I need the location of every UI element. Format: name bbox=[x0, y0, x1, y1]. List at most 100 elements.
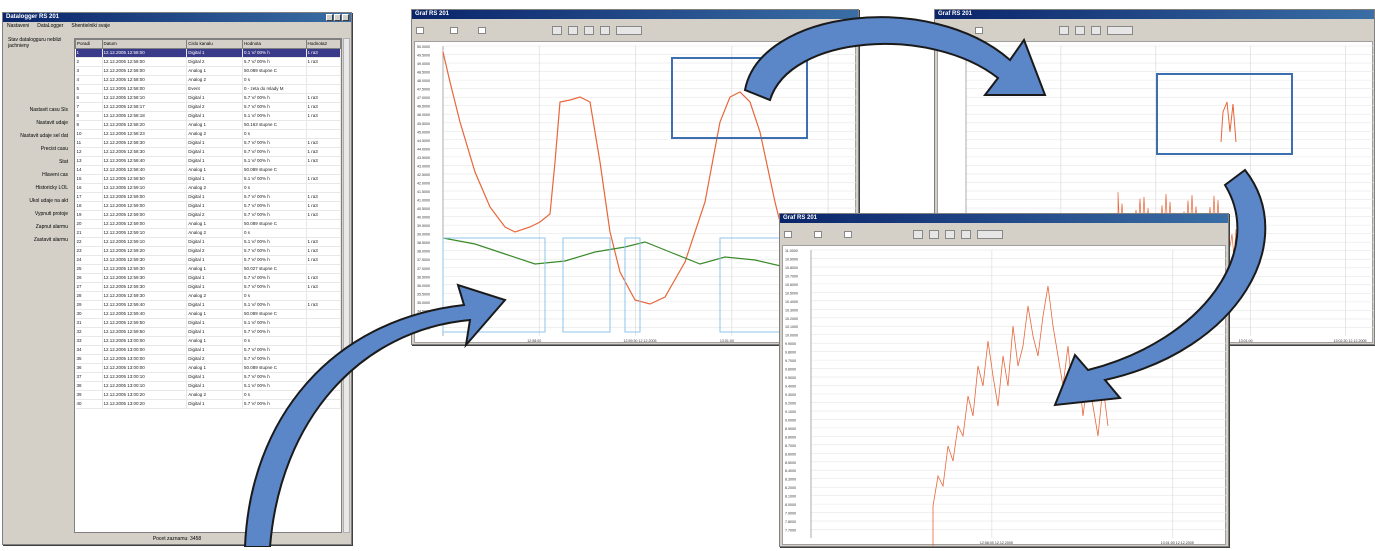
table-row[interactable]: 8 12.12.2005 12:58:18 Digital 1 5.1 V/ 00% … bbox=[75, 111, 341, 121]
table-scrollbar[interactable] bbox=[343, 38, 350, 533]
minimize-button[interactable] bbox=[326, 14, 333, 21]
sidebar-button[interactable]: Ukol udaje na akt bbox=[29, 198, 68, 204]
sidebar-button[interactable]: Zapnut alarmu bbox=[35, 224, 68, 230]
table-row[interactable]: 31 12.12.2005 12:59:50 Digital 1 5.1 V/ 00%… bbox=[75, 318, 341, 328]
zoom-out-button[interactable] bbox=[568, 25, 578, 35]
table-row[interactable]: 18 12.12.2005 12:59:00 Digital 1 5.7 V/ 00%… bbox=[75, 201, 341, 211]
maximize-button[interactable] bbox=[334, 14, 341, 21]
settings-button[interactable] bbox=[616, 25, 642, 35]
menu-item-shentielniki[interactable]: Shentielniki svaje bbox=[71, 23, 111, 29]
table-row[interactable]: 3 12.12.2005 12:58:00 Analog 1 50.089 stupn… bbox=[75, 66, 341, 76]
sidebar-button[interactable]: Nastavit casu Sls bbox=[29, 107, 68, 113]
column-header[interactable]: Datum bbox=[101, 39, 188, 49]
graph3-checkbox-2[interactable] bbox=[814, 230, 822, 238]
table-row[interactable]: 20 12.12.2005 12:59:00 Analog 1 50.089 stup… bbox=[75, 219, 341, 229]
sidebar-button[interactable]: Zastavit alarmu bbox=[33, 237, 68, 243]
legend-analog1-checkbox[interactable] bbox=[478, 26, 486, 34]
graph3-print-button[interactable] bbox=[961, 229, 971, 239]
table-row[interactable]: 37 12.12.2005 13:00:10 Digital 1 5.7 V/ 00%… bbox=[75, 372, 341, 382]
print-button[interactable] bbox=[600, 25, 610, 35]
table-row[interactable]: 22 12.12.2005 12:59:10 Digital 1 5.1 V/ 00%… bbox=[75, 237, 341, 247]
table-cell bbox=[306, 390, 341, 400]
table-row[interactable]: 5 12.12.2005 12:58:00 Event 0 - zeta do mla… bbox=[75, 84, 341, 94]
column-header[interactable]: Hodnota bbox=[241, 39, 307, 49]
column-header[interactable]: Hodnota2 bbox=[305, 39, 341, 49]
table-cell bbox=[306, 381, 341, 391]
table-row[interactable]: 36 12.12.2005 13:00:00 Analog 1 50.089 stup… bbox=[75, 363, 341, 373]
table-cell: Digital 1 bbox=[186, 111, 243, 121]
menu-item-nastaveni[interactable]: Nastaveni bbox=[7, 23, 30, 29]
table-cell: 12.12.2005 12:59:50 bbox=[102, 318, 188, 328]
graph2-zoom-out-button[interactable] bbox=[1075, 25, 1085, 35]
table-row[interactable]: 23 12.12.2005 12:59:20 Digital 2 5.7 V/ 00%… bbox=[75, 246, 341, 256]
column-header[interactable]: Poradi bbox=[75, 39, 103, 49]
y-tick-label: 46.5000 bbox=[417, 105, 430, 109]
sidebar-button[interactable]: Nastavit udaje bbox=[36, 120, 68, 126]
table-row[interactable]: 12 12.12.2005 12:58:30 Digital 1 5.7 V/ 00%… bbox=[75, 147, 341, 157]
table-row[interactable]: 27 12.12.2005 12:59:30 Digital 1 5.7 V/ 00%… bbox=[75, 282, 341, 292]
table-row[interactable]: 19 12.12.2005 12:59:00 Digital 2 5.7 V/ 00%… bbox=[75, 210, 341, 220]
graph3-checkbox-1[interactable] bbox=[784, 230, 792, 238]
sidebar-button[interactable]: Stat bbox=[59, 159, 68, 165]
graph2-checkbox-1[interactable] bbox=[945, 26, 953, 34]
table-row[interactable]: 17 12.12.2005 12:59:00 Digital 1 5.7 V/ 00%… bbox=[75, 192, 341, 202]
table-cell: 12.12.2005 12:59:30 bbox=[102, 291, 188, 301]
graph3-checkbox-3[interactable] bbox=[844, 230, 852, 238]
graph2-settings-button[interactable] bbox=[1107, 25, 1133, 35]
close-button[interactable] bbox=[342, 14, 349, 21]
table-row[interactable]: 32 12.12.2005 12:59:50 Digital 1 5.7 V/ 00%… bbox=[75, 327, 341, 337]
table-row[interactable]: 34 12.12.2005 13:00:00 Digital 1 5.7 V/ 00%… bbox=[75, 345, 341, 355]
table-row[interactable]: 25 12.12.2005 12:59:30 Analog 1 50.027 stup… bbox=[75, 264, 341, 274]
table-row[interactable]: 7 12.12.2005 12:58:17 Digital 2 5.7 V/ 00% … bbox=[75, 102, 341, 112]
table-row[interactable]: 15 12.12.2005 12:58:50 Digital 1 5.1 V/ 00%… bbox=[75, 174, 341, 184]
table-row[interactable]: 24 12.12.2005 12:59:30 Digital 1 5.7 V/ 00%… bbox=[75, 255, 341, 265]
table-cell: 5.7 V/ 00% h bbox=[242, 138, 307, 148]
column-header[interactable]: Cislo kanalu bbox=[186, 39, 243, 49]
graph2-zoom-in-button[interactable] bbox=[1059, 25, 1069, 35]
table-row[interactable]: 40 12.12.2005 13:00:20 Digital 1 5.7 V/ 00%… bbox=[75, 399, 341, 409]
y-tick-label: 44.0000 bbox=[417, 147, 430, 151]
sidebar-button[interactable]: Vypnuti protoje bbox=[34, 211, 68, 217]
legend-kanal2-checkbox[interactable] bbox=[450, 26, 458, 34]
table-row[interactable]: 13 12.12.2005 12:58:40 Digital 1 5.1 V/ 00%… bbox=[75, 156, 341, 166]
table-cell: 12.12.2005 13:00:00 bbox=[102, 363, 188, 373]
menu-item-datalogger[interactable]: DataLogger bbox=[37, 23, 64, 29]
table-row[interactable]: 11 12.12.2005 12:58:30 Digital 1 5.7 V/ 00%… bbox=[75, 138, 341, 148]
graph3-settings-button[interactable] bbox=[977, 229, 1003, 239]
table-row[interactable]: 38 12.12.2005 13:00:10 Digital 1 5.1 V/ 00%… bbox=[75, 381, 341, 391]
reset-button[interactable] bbox=[584, 25, 594, 35]
table-row[interactable]: 9 12.12.2005 12:58:20 Analog 1 50.163 stupn… bbox=[75, 120, 341, 130]
zoom-in-button[interactable] bbox=[552, 25, 562, 35]
table-row[interactable]: 2 12.12.2005 12:58:00 Digital 2 5.7 V/ 00% … bbox=[75, 57, 341, 67]
table-cell: Digital 1 bbox=[186, 93, 243, 103]
table-cell bbox=[306, 309, 341, 319]
table-row[interactable]: 35 12.12.2005 13:00:00 Digital 2 5.7 V/ 00%… bbox=[75, 354, 341, 364]
table-row[interactable]: 26 12.12.2005 12:59:30 Digital 1 5.7 V/ 00%… bbox=[75, 273, 341, 283]
graph3-zoom-out-button[interactable] bbox=[929, 229, 939, 239]
table-cell: 12.12.2005 13:00:10 bbox=[102, 381, 188, 391]
sidebar-button[interactable]: Precist casu bbox=[40, 146, 68, 152]
sidebar-button[interactable]: Hlaveni cas bbox=[42, 172, 68, 178]
table-row[interactable]: 6 12.12.2005 12:58:10 Digital 1 5.7 V/ 00% … bbox=[75, 93, 341, 103]
graph3-reset-button[interactable] bbox=[945, 229, 955, 239]
x-tick-label: 13:01:00 bbox=[720, 339, 734, 343]
graph2-reset-button[interactable] bbox=[1091, 25, 1101, 35]
table-row[interactable]: 1 12.12.2005 12:58:00 Digital 1 0.1 V/ 00% … bbox=[75, 48, 341, 58]
graph3-plot[interactable]: 11.0000 10.9000 10.8000 10.7000 10.6000 10.50… bbox=[782, 245, 1227, 546]
table-cell: 5.7 V/ 00% h bbox=[242, 327, 307, 337]
graph3-zoom-in-button[interactable] bbox=[913, 229, 923, 239]
legend-kanal1-checkbox[interactable] bbox=[416, 26, 424, 34]
table-row[interactable]: 29 12.12.2005 12:59:40 Digital 1 5.1 V/ 00%… bbox=[75, 300, 341, 310]
sidebar-button[interactable]: Nastavit udaje sel dat bbox=[20, 133, 68, 139]
table-row[interactable]: 14 12.12.2005 12:58:40 Analog 1 50.089 stup… bbox=[75, 165, 341, 175]
table-row[interactable]: 30 12.12.2005 12:59:40 Analog 1 50.089 stup… bbox=[75, 309, 341, 319]
sidebar-button[interactable]: Historicky LOL bbox=[35, 185, 68, 191]
graph2-checkbox-2[interactable] bbox=[975, 26, 983, 34]
